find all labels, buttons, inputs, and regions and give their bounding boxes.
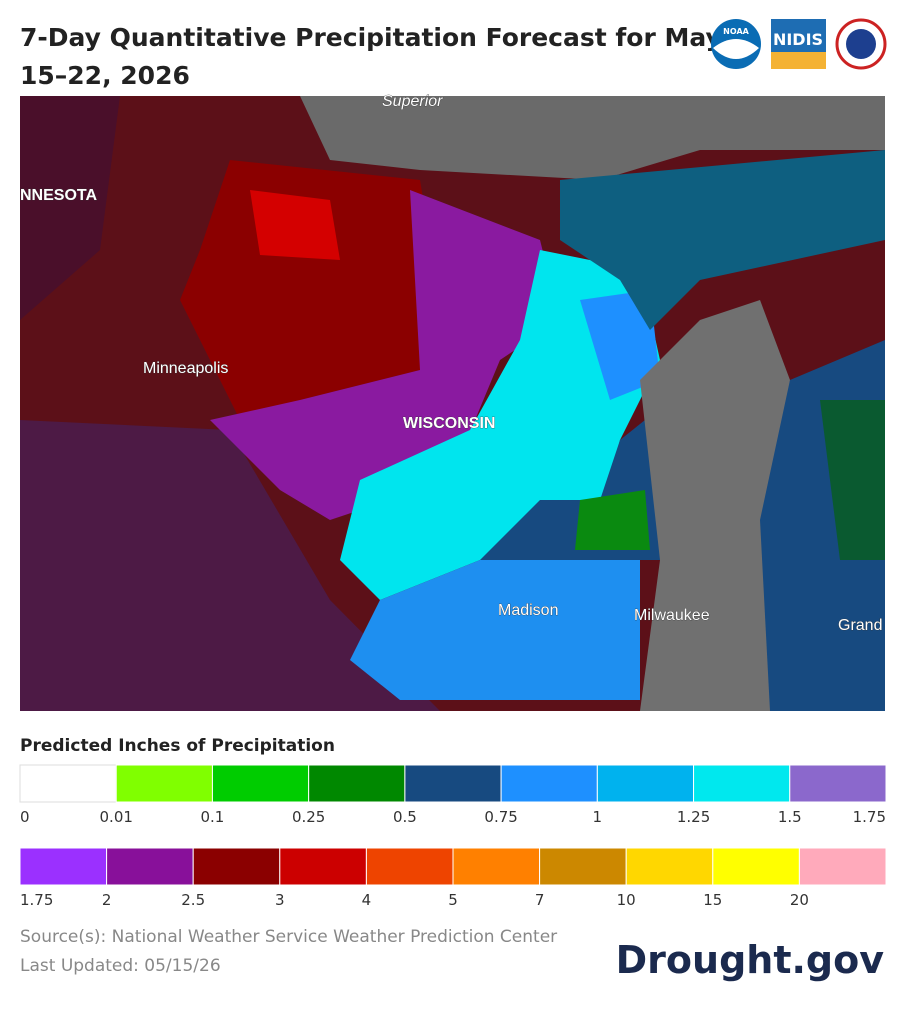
- legend-tick-label: 1.75: [853, 808, 886, 826]
- legend-swatch: [798, 847, 887, 886]
- region: [20, 420, 440, 711]
- legend-swatch: [452, 847, 541, 886]
- map-label: Minneapolis: [143, 360, 228, 377]
- brand: Drought.gov: [616, 938, 885, 982]
- legend-swatch: [789, 764, 887, 803]
- legend-tick-label: 0.1: [201, 808, 225, 826]
- source: Source(s): National Weather Service Weat…: [20, 927, 557, 947]
- legend-swatch: [211, 764, 310, 803]
- region: [180, 160, 440, 420]
- title: 15–22, 2026: [20, 61, 190, 90]
- logo-text: NIDIS: [773, 30, 823, 49]
- legend-swatch: [279, 847, 367, 886]
- legend-tick-label: 3: [275, 891, 285, 909]
- legend-title: Predicted Inches of Precipitation: [20, 736, 335, 756]
- map-label: WISCONSIN: [403, 415, 495, 432]
- legend-tick-label: 0.5: [393, 808, 417, 826]
- legend-tick-label: 7: [535, 891, 545, 909]
- legend-swatch: [19, 847, 108, 886]
- legend-swatch: [693, 764, 791, 803]
- legend-tick-label: 0: [20, 808, 30, 826]
- legend-tick-label: 0.01: [100, 808, 133, 826]
- region: [560, 150, 885, 330]
- legend-tick-label: 1.5: [778, 808, 802, 826]
- legend-tick-label: 0.75: [484, 808, 517, 826]
- legend-swatch: [192, 847, 281, 886]
- lake-michigan: [640, 300, 790, 711]
- region: [580, 290, 660, 400]
- map-label: NNESOTA: [20, 187, 97, 204]
- legend-tick-label: 4: [362, 891, 372, 909]
- map-label: Milwaukee: [634, 607, 710, 624]
- legend-tick-label: 1.25: [677, 808, 710, 826]
- legend-swatch: [115, 764, 213, 803]
- legend-tick-label: 1.75: [20, 891, 53, 909]
- legend-swatch: [625, 847, 714, 886]
- region: [820, 400, 885, 560]
- updated: Last Updated: 05/15/26: [20, 956, 221, 976]
- legend-swatch: [308, 764, 406, 803]
- legend-tick-label: 10: [617, 891, 636, 909]
- legend-swatch: [365, 847, 454, 886]
- legend-swatch: [596, 764, 695, 803]
- legend-swatch: [106, 847, 194, 886]
- legend-tick-label: 1: [593, 808, 603, 826]
- legend-tick-label: 2: [102, 891, 112, 909]
- legend-swatch: [404, 764, 502, 803]
- region: [575, 490, 650, 550]
- legend-tick-label: 20: [790, 891, 809, 909]
- lake-superior: [300, 96, 885, 180]
- region: [20, 96, 120, 320]
- legend-swatch: [19, 764, 117, 803]
- legend-tick-label: 0.25: [292, 808, 325, 826]
- logos: NOAA NIDIS: [711, 18, 887, 70]
- legend-swatch: [500, 764, 598, 803]
- map-label: Madison: [498, 602, 558, 619]
- legend: 0 0.01 0.1 0.25 0.5 0.75 1 1.25 1.5 1.75 1.75 2 2.5 3…: [19, 764, 887, 909]
- region: [210, 190, 560, 520]
- map-label: Superior: [382, 93, 443, 110]
- nidis-band: [771, 52, 826, 69]
- legend-swatch: [712, 847, 800, 886]
- map-label: Grand: [838, 617, 882, 634]
- legend-swatch: [539, 847, 627, 886]
- legend-tick-label: 5: [448, 891, 458, 909]
- noaa-wave: [713, 39, 759, 59]
- title: 7-Day Quantitative Precipitation Forecas…: [20, 23, 722, 52]
- logo-text: NOAA: [723, 27, 749, 36]
- legend-tick-label: 15: [703, 891, 722, 909]
- map: Superior NNESOTA Minneapolis WISCONSIN M…: [20, 93, 885, 711]
- legend-tick-label: 2.5: [181, 891, 205, 909]
- region: [350, 560, 640, 700]
- nws-inner: [846, 29, 876, 59]
- region: [250, 190, 340, 260]
